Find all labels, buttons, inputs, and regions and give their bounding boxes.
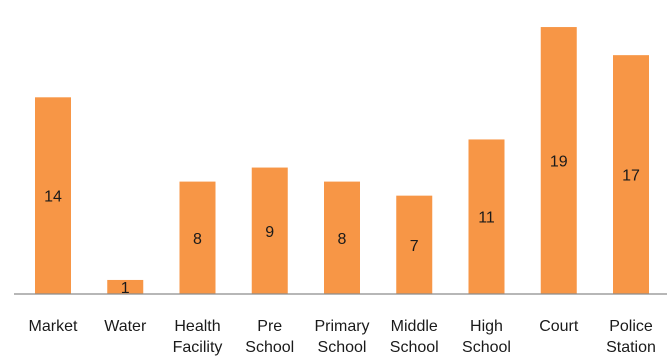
bar [107,279,144,294]
x-tick-label: School [462,339,511,356]
x-tick-label: Middle [391,318,438,335]
bars-group [35,27,649,295]
category-labels-group: Market Water Health Facility Pre School Primar… [29,318,656,356]
x-tick-label: Police [609,318,653,335]
data-label: 17 [622,168,640,185]
bar [396,195,433,294]
data-label: 9 [265,224,274,241]
bar [179,181,216,294]
bar [540,27,577,295]
x-tick-label: Primary [314,318,369,335]
data-label: 14 [44,189,62,206]
data-label: 7 [410,238,419,255]
x-tick-label: School [318,339,367,356]
x-tick-label: Water [104,318,147,335]
bar [324,181,360,294]
bar [613,55,649,295]
x-tick-label: Pre [257,318,282,335]
x-tick-label: School [390,339,439,356]
data-label: 11 [478,210,495,227]
bar [35,97,71,294]
data-label: 8 [193,231,202,248]
value-labels-group: 14 1 8 9 8 7 11 19 17 [44,154,640,297]
bar [468,139,505,294]
x-tick-label: Court [539,318,579,335]
x-tick-label: Market [29,318,78,335]
x-tick-label: Facility [173,339,223,356]
data-label: 1 [121,280,130,297]
x-tick-label: Health [174,318,220,335]
bar [251,167,288,294]
x-tick-label: High [470,318,503,335]
data-label: 8 [338,231,347,248]
data-label: 19 [550,154,568,171]
x-tick-label: Station [606,339,656,356]
x-tick-label: School [245,339,294,356]
